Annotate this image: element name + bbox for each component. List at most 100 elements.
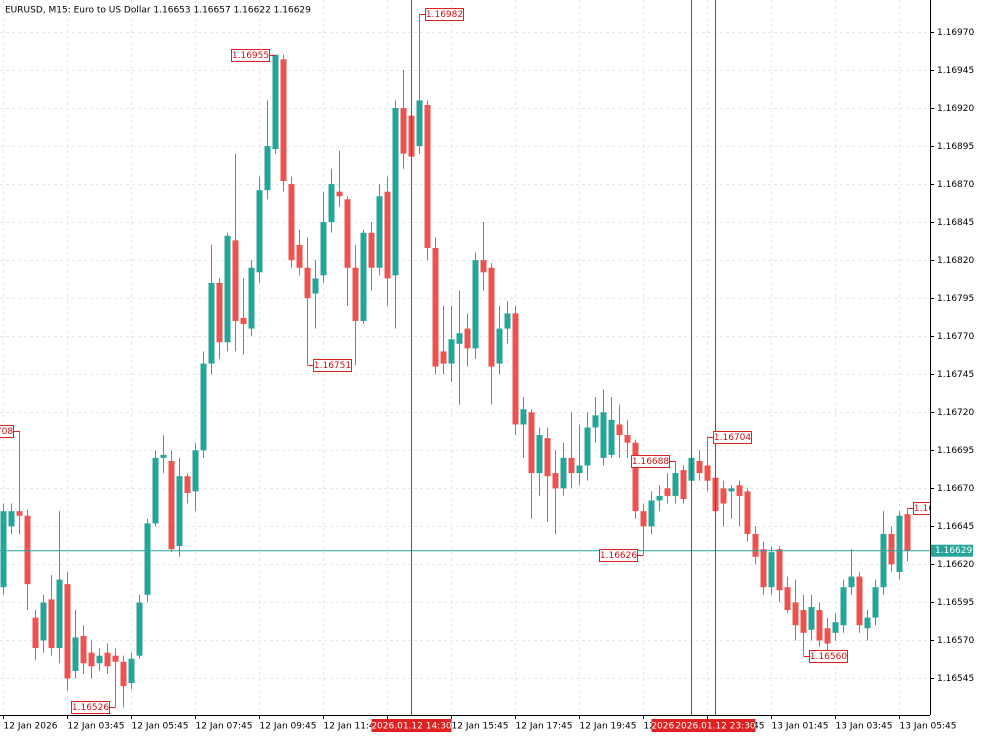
- candle-body: [336, 191, 343, 197]
- candle-body: [104, 652, 111, 667]
- candle-body: [392, 108, 399, 276]
- y-tick-label: 1.16945: [937, 66, 974, 76]
- candle-body: [480, 260, 487, 273]
- candle-body: [240, 317, 247, 325]
- axes: 1.16970 1.16945 1.16920 1.16895 1.16870 1.168…: [3, 28, 974, 732]
- candle-body: [256, 190, 263, 273]
- candle-body: [312, 278, 319, 294]
- candle-body: [64, 584, 71, 679]
- price-mark-box: [599, 549, 638, 562]
- candle-body: [320, 222, 327, 276]
- y-tick-label: 1.16795: [937, 294, 974, 304]
- candle-body: [488, 267, 495, 367]
- y-tick-label: 1.16570: [937, 636, 974, 646]
- candle-body: [576, 465, 583, 474]
- candle-body: [720, 488, 727, 504]
- candle-body: [880, 533, 887, 588]
- x-tick-label: 12 Jan 2026: [4, 722, 58, 732]
- candle-body: [296, 244, 303, 268]
- candle-body: [816, 610, 823, 641]
- candle-body: [704, 465, 711, 481]
- candle-body: [824, 628, 831, 644]
- candle-body: [504, 313, 511, 329]
- candle-body: [360, 232, 367, 321]
- marker-badge: [675, 719, 756, 732]
- candle-body: [176, 476, 183, 547]
- x-tick-label: 13 Jan 05:45: [900, 722, 957, 732]
- candle-body: [160, 454, 167, 458]
- candle-body: [8, 511, 15, 527]
- candle-body: [352, 267, 359, 321]
- price-mark-label: 1.16626: [600, 551, 637, 561]
- price-mark-label: 1.16704: [714, 433, 751, 443]
- y-tick-label: 1.16770: [937, 332, 974, 342]
- candle-body: [168, 460, 175, 550]
- y-tick-label: 1.16695: [937, 446, 974, 456]
- candle-body: [344, 199, 351, 268]
- marker-label: 2026.01.12 23:30: [675, 722, 756, 732]
- candle-body: [640, 511, 647, 527]
- candle-body: [424, 104, 431, 248]
- candle-body: [592, 415, 599, 428]
- candle-body: [600, 412, 607, 458]
- x-tick-label: 12 Jan 05:45: [132, 722, 189, 732]
- candle-body: [768, 552, 775, 588]
- candle-body: [760, 549, 767, 588]
- x-tick-label: 12 Jan 15:45: [452, 722, 509, 732]
- candle-body: [112, 655, 119, 662]
- x-tick-label: 12 Jan 07:45: [196, 722, 253, 732]
- y-tick-label: 1.16670: [937, 484, 974, 494]
- candle-body: [192, 450, 199, 492]
- candle-body: [448, 339, 455, 364]
- price-mark-label: 1.16657: [914, 504, 951, 514]
- candle-body: [648, 500, 655, 527]
- y-tick-label: 1.16645: [937, 522, 974, 532]
- price-mark-label: 1.16526: [72, 703, 109, 713]
- price-mark-label: 1.16751: [314, 361, 351, 371]
- price-mark-box: [0, 425, 14, 438]
- y-tick-label: 1.16745: [937, 370, 974, 380]
- price-mark-box: [425, 8, 464, 21]
- candle-body: [664, 488, 671, 496]
- candle-body: [776, 549, 783, 591]
- candle-body: [376, 196, 383, 268]
- candle-body: [496, 328, 503, 364]
- candle-body: [264, 146, 271, 191]
- candle-body: [752, 533, 759, 557]
- candle-body: [552, 473, 559, 489]
- y-tick-label: 1.16545: [937, 674, 974, 684]
- y-tick-label: 1.16920: [937, 104, 974, 114]
- y-tick-label: 1.16895: [937, 142, 974, 152]
- candle-body: [616, 424, 623, 436]
- chart-title: EURUSD, M15: Euro to US Dollar 1.16653 1…: [5, 6, 311, 16]
- price-mark-label: 1.16688: [632, 457, 669, 467]
- y-tick-label: 1.16620: [937, 560, 974, 570]
- candle-body: [744, 491, 751, 534]
- candle-body: [208, 282, 215, 364]
- candle-body: [304, 267, 311, 299]
- candle-body: [888, 533, 895, 565]
- candle-body: [288, 184, 295, 261]
- candle-body: [840, 587, 847, 626]
- candle-body: [400, 108, 407, 154]
- price-mark-box: [631, 455, 670, 468]
- y-tick-label: 1.16820: [937, 256, 974, 266]
- price-mark-box: [71, 701, 110, 714]
- candle-body: [144, 523, 151, 595]
- candle-body: [0, 511, 7, 588]
- x-tick-label: 12 Jan 09:45: [260, 722, 317, 732]
- candle-body: [328, 184, 335, 223]
- candle-body: [680, 470, 687, 499]
- price-mark-box: [913, 502, 930, 515]
- price-mark-box: [809, 650, 848, 663]
- y-tick-label: 1.16870: [937, 180, 974, 190]
- candle-body: [16, 511, 23, 516]
- x-tick-label: 12 Jan 11:45: [324, 722, 381, 732]
- marker-badge: [371, 719, 452, 732]
- candle-body: [864, 617, 871, 629]
- candle-body: [280, 59, 287, 182]
- candle-body: [32, 617, 39, 649]
- candle-body: [456, 333, 463, 344]
- candle-body: [872, 587, 879, 618]
